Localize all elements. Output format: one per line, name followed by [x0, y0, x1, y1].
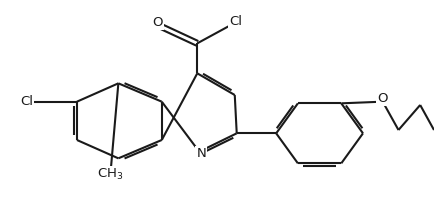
- Text: N: N: [196, 147, 206, 160]
- Text: Cl: Cl: [229, 15, 242, 28]
- Text: O: O: [153, 15, 163, 28]
- Text: CH$_3$: CH$_3$: [97, 167, 124, 182]
- Text: Cl: Cl: [20, 95, 33, 108]
- Text: O: O: [378, 92, 388, 105]
